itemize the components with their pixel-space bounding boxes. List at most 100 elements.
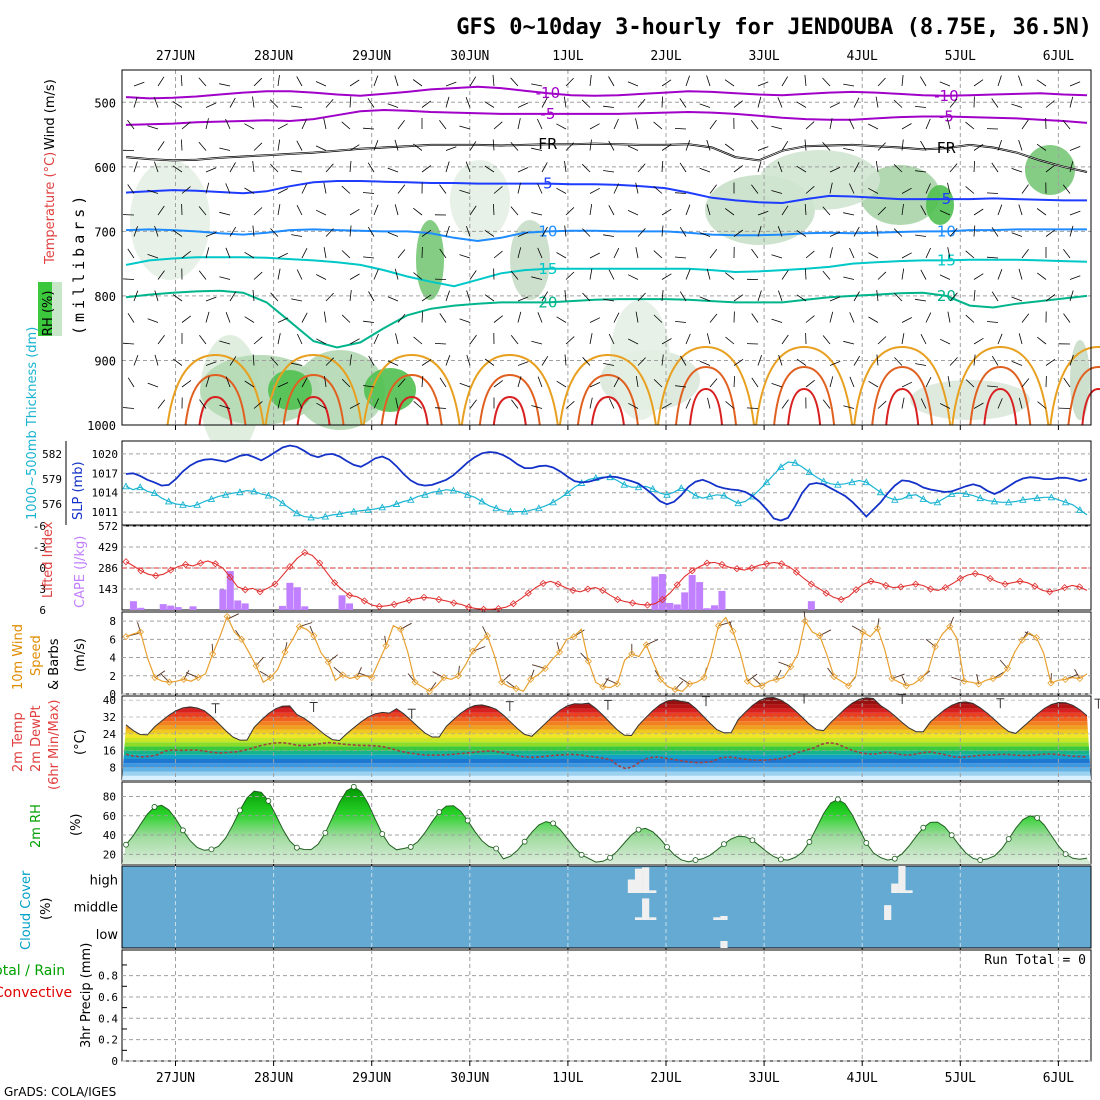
wind-barb [484,101,495,108]
rh-marker [1005,836,1012,842]
wind-barb [133,290,139,302]
lifted-index-marker [390,600,398,608]
contour-label: 15 [538,260,557,278]
upper-y-tick-label: 500 [94,96,116,110]
wind-barb [781,140,789,151]
wind-barb [225,183,231,194]
wind-barb [296,76,303,87]
wind-barb [805,268,807,280]
wind-barb [771,190,783,194]
cape-bar [338,595,346,610]
wind-barb [556,123,567,130]
wind-barb [413,272,423,280]
wind-barb [324,376,327,388]
wind-barb [198,77,207,87]
wind-barb [804,203,807,216]
wind-barb [920,205,927,216]
cloud-cover-bar [720,915,728,920]
wind-barb [925,377,932,388]
wind-barb [679,98,687,108]
wind-barb [537,312,543,323]
wind-barb [674,192,687,194]
wind-speed-marker [324,658,332,666]
wind-barb [1021,378,1030,388]
wind-barb [679,226,687,237]
lifted-index-marker [241,586,249,594]
wind-barb [853,162,860,173]
wind-barb [466,354,471,366]
wind-barb [603,363,615,366]
wind-barb [757,210,769,216]
wind-barb [301,183,308,194]
temperature-panel: 40 32 24 16 8 2m Temp 2m DewPt (6hr Min/Max)… [11,693,1100,790]
wind-barb [603,170,615,173]
wind-barb [894,357,903,366]
low-level-contour [296,395,331,426]
temp-color-band [122,725,1091,730]
wind-barb [1069,275,1081,280]
temp-tick-label: 32 [103,711,116,724]
wind-barb [127,377,135,388]
wind-barb [133,225,138,237]
cape-bar [137,607,145,610]
wind-barb [373,269,379,280]
wind-barb [1018,333,1023,345]
wind-barb [843,340,855,345]
wind-barb [1037,401,1047,409]
wind-barb [1069,354,1074,366]
lifted-index-marker [926,585,935,593]
lifted-index-marker [941,584,950,592]
wind-barb [679,162,687,173]
precip-tick-label: 0.6 [98,991,118,1004]
wind-barb [709,313,718,323]
wind-barb [459,318,471,323]
wind-barb [901,123,912,130]
wind-barb [484,165,495,173]
thickness-marker [1061,498,1070,506]
contour-label: 5 [942,190,952,208]
wind-barb [608,205,615,216]
wind-barb [725,272,735,280]
wind-barb [997,75,1002,87]
wind-barb [637,98,646,108]
lifted-index-marker [345,591,354,599]
lifted-index-marker [554,580,562,588]
wind-barb [154,161,159,173]
wind-barb [229,291,237,302]
wind-barb [771,254,783,259]
wind-barb [822,206,831,216]
wind-barb [395,333,399,345]
lifted-index-marker [629,599,637,607]
li-tick-label: -6 [33,520,46,533]
wind-barb [781,334,789,345]
wind-barb [323,247,327,259]
wind-barb [563,96,567,108]
wind-speed-marker [382,642,390,650]
cape-panel: -6 -3 0 3 6 572 429 286 143 Lifted Index CAPE (J… [33,520,1092,617]
wind-speed-marker [743,677,751,685]
temp-tick-label: 24 [103,728,117,741]
wind-barb [901,333,905,345]
wind-barb [939,338,951,345]
wind-barb [492,139,495,151]
wind-barb [589,204,593,216]
lifted-index-marker [211,560,219,568]
wind-barb [349,354,352,366]
wind-speed-marker [599,683,607,691]
wind-speed-marker [310,632,318,640]
contour-label: -10 [934,87,959,105]
wind-barb [219,404,231,409]
wind-barb [531,212,543,216]
low-level-contour [969,365,1032,426]
wind-speed-marker [960,677,968,685]
lifted-index-marker [1031,582,1039,590]
rh-marker [778,856,784,863]
wind-speed-marker [353,673,361,681]
upper-y-tick-label: 700 [94,225,116,239]
wind-panel: 8 6 4 2 0 10m Wind Speed & Barbs (m/s) [11,611,1092,701]
wind-speed-marker [729,627,737,635]
wind-barb [537,247,543,259]
wind-barb [445,355,451,366]
wind-barb [628,338,639,345]
wind-barb [510,141,519,151]
